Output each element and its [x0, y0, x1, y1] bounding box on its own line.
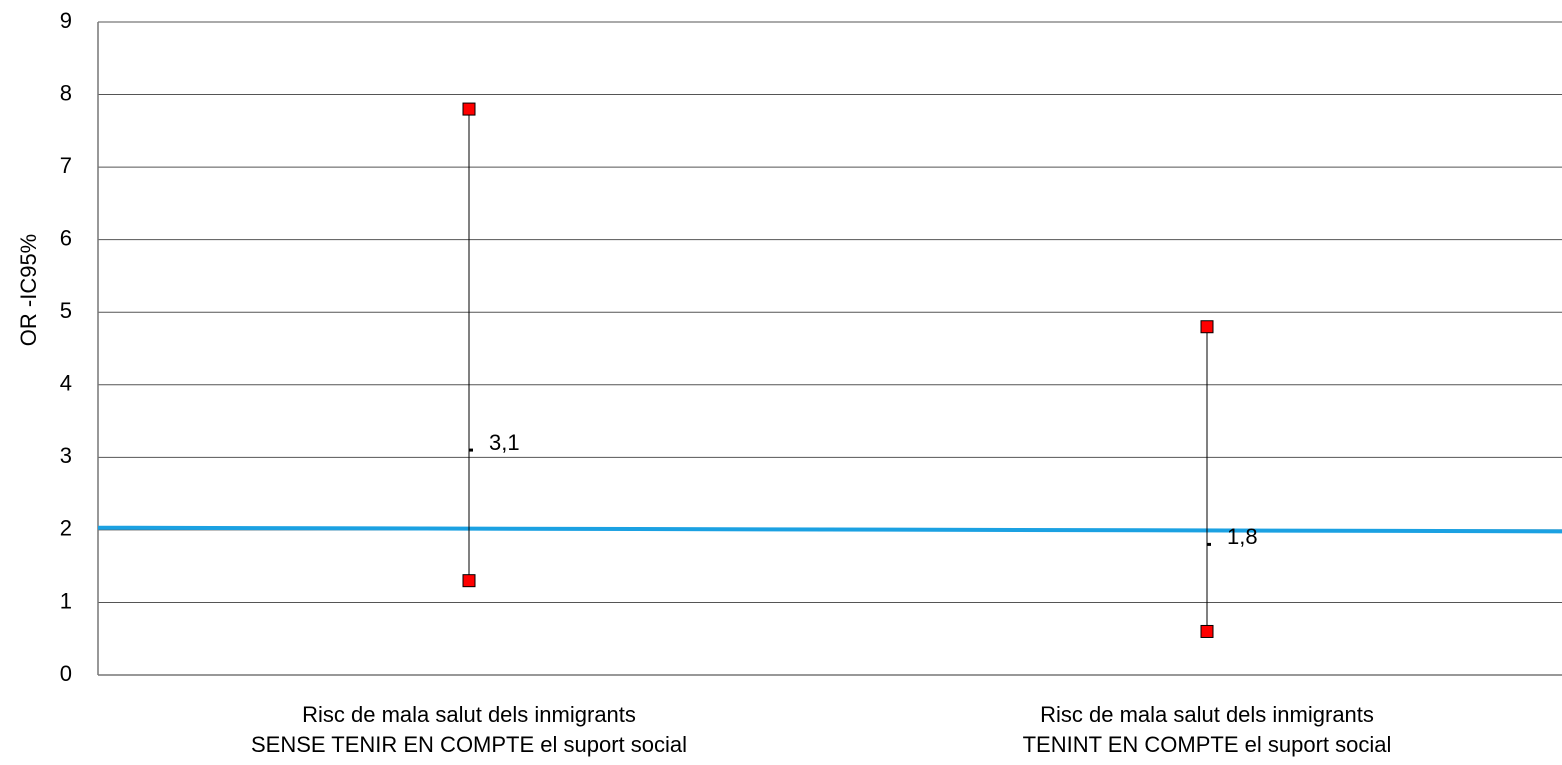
y-tick-label: 8 [60, 80, 72, 105]
y-tick-label: 0 [60, 661, 72, 686]
x-tick-label: Risc de mala salut dels inmigrants TENIN… [1022, 702, 1392, 757]
bound-marker [462, 574, 476, 588]
y-tick-label: 3 [60, 443, 72, 468]
y-tick-label: 7 [60, 153, 72, 178]
y-tick-label: 9 [60, 8, 72, 33]
y-tick-label: 6 [60, 225, 72, 250]
reference-line [97, 525, 1562, 534]
bound-marker [462, 102, 476, 116]
y-tick-label: 1 [60, 588, 72, 613]
y-tick-label: 4 [60, 371, 72, 396]
y-tick-label: 5 [60, 298, 72, 323]
y-tick-label: 2 [60, 516, 72, 541]
bound-marker [1200, 624, 1214, 638]
data-label: 3,1 [489, 430, 520, 455]
bound-marker [1200, 320, 1214, 334]
x-tick-label: Risc de mala salut dels inmigrants SENSE… [250, 702, 688, 757]
y-axis-title: OR -IC95% [16, 234, 41, 346]
data-label: 1,8 [1227, 524, 1258, 549]
